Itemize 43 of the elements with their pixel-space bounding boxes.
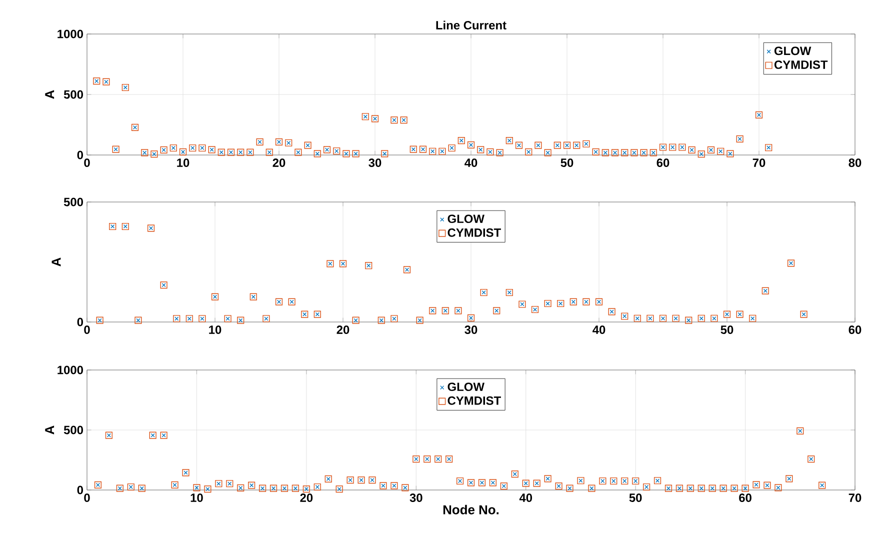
x-tick-label: 40 — [519, 494, 532, 502]
x-tick-label: 0 — [84, 158, 90, 167]
y-tick-label: 0 — [77, 318, 83, 326]
y-axis-title: A — [52, 258, 61, 266]
legend-label: CYMDIST — [448, 396, 501, 405]
y-tick-label: 500 — [64, 198, 83, 206]
x-tick-label: 80 — [848, 158, 862, 167]
legend-label: CYMDIST — [448, 228, 501, 237]
x-tick-label: 10 — [190, 494, 203, 502]
legend-label: GLOW — [448, 214, 484, 224]
x-tick-label: 50 — [720, 326, 734, 334]
x-tick-label: 30 — [410, 494, 422, 502]
x-tick-label: 10 — [177, 158, 190, 167]
x-tick-label: 20 — [272, 158, 286, 167]
x-tick-label: 60 — [848, 326, 862, 334]
x-tick-label: 70 — [848, 494, 862, 502]
y-tick-label: 1000 — [58, 366, 83, 374]
x-tick-label: 50 — [560, 158, 574, 167]
x-tick-label: 10 — [209, 326, 222, 334]
x-tick-label: 40 — [464, 158, 478, 167]
x-tick-label: 30 — [464, 326, 478, 334]
legend-label: CYMDIST — [774, 60, 828, 69]
x-tick-label: 60 — [656, 158, 670, 167]
x-tick-label: 60 — [739, 494, 752, 502]
y-tick-label: 0 — [77, 486, 83, 494]
x-tick-label: 0 — [84, 326, 90, 334]
x-axis-title: Node No. — [443, 504, 499, 514]
x-tick-label: 50 — [629, 494, 642, 502]
x-tick-label: 40 — [592, 326, 606, 334]
x-tick-label: 30 — [368, 158, 382, 168]
legend-label: GLOW — [774, 46, 812, 56]
x-tick-label: 70 — [752, 158, 766, 167]
legend-label: GLOW — [448, 382, 484, 392]
x-tick-label: 0 — [84, 494, 90, 502]
y-tick-label: 500 — [64, 426, 83, 434]
x-tick-label: 20 — [300, 494, 313, 502]
y-tick-label: 0 — [77, 150, 83, 160]
x-tick-label: 20 — [336, 326, 350, 334]
y-tick-label: 500 — [64, 90, 83, 99]
y-tick-label: 1000 — [58, 30, 83, 38]
y-axis-title: A — [45, 90, 54, 99]
y-axis-title: A — [45, 426, 54, 434]
chart-title: Line Current — [436, 20, 506, 30]
